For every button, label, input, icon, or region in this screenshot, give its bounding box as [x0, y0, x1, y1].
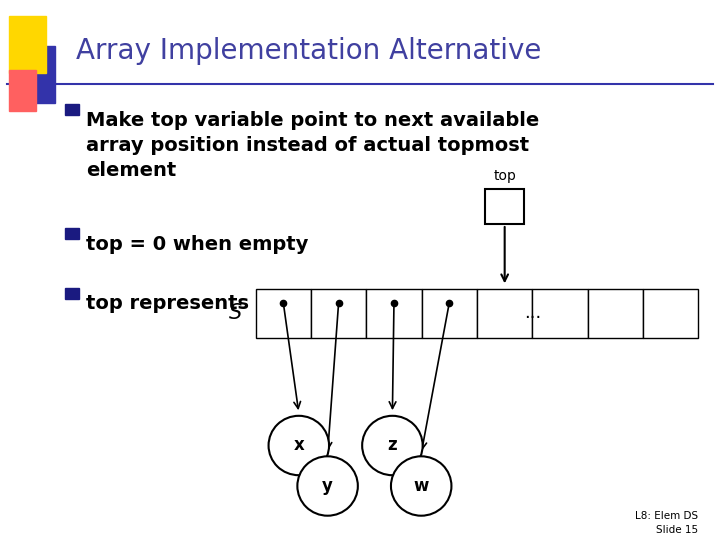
Bar	[485, 189, 524, 224]
Bar	[65, 104, 79, 115]
Text: L8: Elem DS
Slide 15: L8: Elem DS Slide 15	[635, 511, 698, 535]
Text: y: y	[322, 477, 333, 495]
Bar	[9, 16, 46, 73]
Ellipse shape	[297, 456, 358, 516]
Bar	[366, 289, 422, 338]
Bar	[65, 228, 79, 239]
Bar	[422, 289, 477, 338]
Text: top: top	[493, 168, 516, 183]
Text: Make top variable point to next available
array position instead of actual topmo: Make top variable point to next availabl…	[86, 111, 540, 180]
Ellipse shape	[391, 456, 451, 516]
Ellipse shape	[269, 416, 329, 475]
Text: S: S	[229, 303, 242, 323]
Text: top represents size: top represents size	[86, 294, 299, 313]
Text: ...: ...	[523, 304, 541, 322]
Text: top = 0 when empty: top = 0 when empty	[86, 235, 309, 254]
Bar	[643, 289, 698, 338]
Text: 4: 4	[498, 197, 511, 216]
Bar	[588, 289, 643, 338]
Bar	[65, 288, 79, 299]
Bar	[20, 46, 55, 103]
Bar	[256, 289, 311, 338]
Text: Array Implementation Alternative: Array Implementation Alternative	[76, 37, 541, 65]
Text: z: z	[387, 436, 397, 455]
Bar	[311, 289, 366, 338]
Text: x: x	[294, 436, 304, 455]
Bar	[9, 70, 36, 111]
Ellipse shape	[362, 416, 423, 475]
Text: w: w	[413, 477, 429, 495]
Bar	[532, 289, 588, 338]
Bar	[477, 289, 532, 338]
